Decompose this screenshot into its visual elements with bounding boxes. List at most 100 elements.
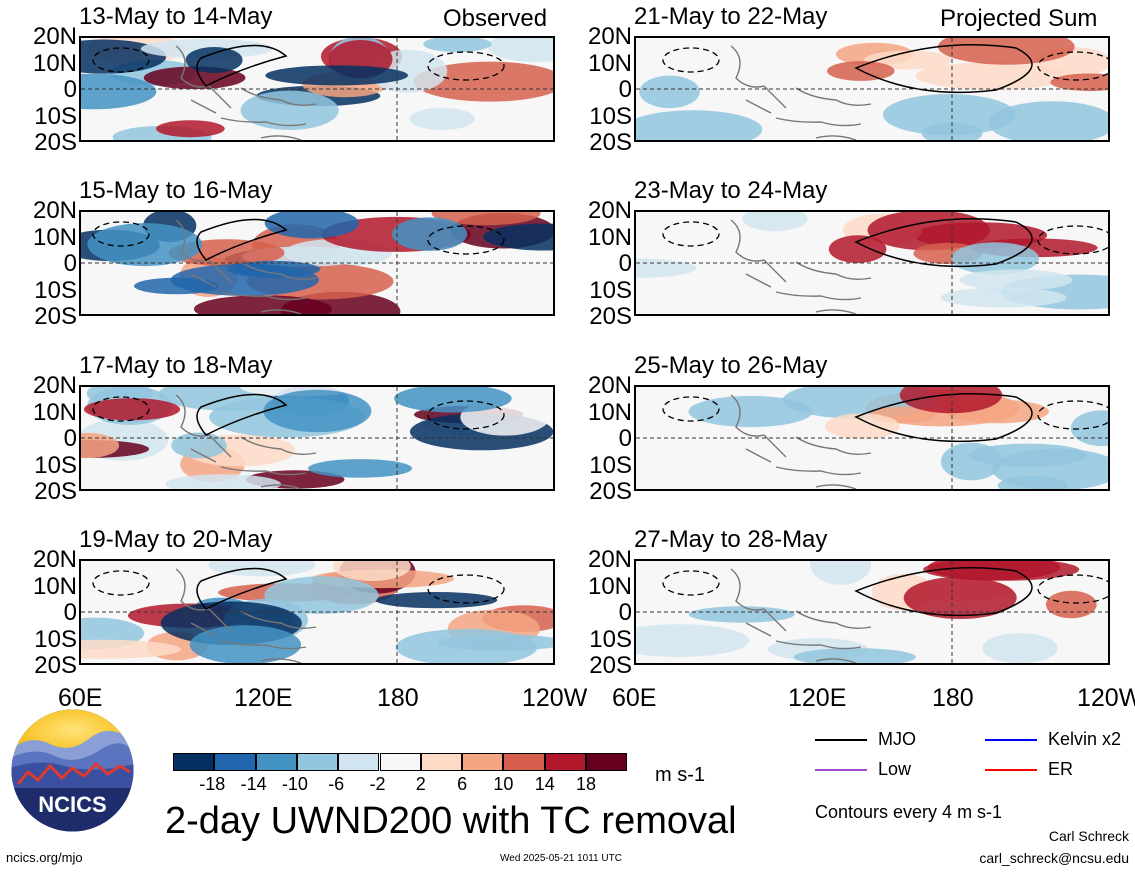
x-tick-label: 180 xyxy=(932,684,974,712)
y-tick-label: 20S xyxy=(589,303,632,330)
y-tick-label: 20S xyxy=(34,303,77,330)
panel-title: 25-May to 26-May xyxy=(634,352,828,379)
wind-anomaly-region xyxy=(882,94,1016,136)
x-tick-label: 120W xyxy=(522,684,588,712)
footer-url[interactable]: ncics.org/mjo xyxy=(6,850,83,865)
coastline xyxy=(175,45,317,140)
y-tick-label: 20N xyxy=(32,23,77,50)
negative-contour xyxy=(662,47,720,73)
wind-anomaly-region xyxy=(375,592,498,609)
wind-anomaly-region xyxy=(1070,410,1108,447)
footer-timestamp: Wed 2025-05-21 1011 UTC xyxy=(500,853,622,864)
map-plot xyxy=(81,38,553,140)
colorbar-label: -18 xyxy=(199,774,226,794)
map-plot xyxy=(636,387,1108,489)
panel-title: 15-May to 16-May xyxy=(79,177,273,204)
negative-contour xyxy=(92,47,150,73)
panel-title: 19-May to 20-May xyxy=(79,526,273,553)
negative-contour xyxy=(92,396,150,422)
wind-anomaly-region xyxy=(483,223,553,251)
colorbar-swatch xyxy=(462,753,504,771)
map-plot xyxy=(81,212,553,314)
map-panel xyxy=(634,559,1110,665)
colorbar-label: -6 xyxy=(328,774,345,794)
wind-anomaly-region xyxy=(81,568,159,605)
x-tick-label: 120E xyxy=(234,684,293,712)
map-panel xyxy=(634,210,1110,316)
wind-anomaly-region xyxy=(825,413,900,440)
negative-contour xyxy=(1037,400,1108,430)
y-tick-label: 20S xyxy=(34,129,77,156)
y-tick-label: 10S xyxy=(34,102,77,130)
mjo-contour xyxy=(854,393,1033,443)
panel-title: 23-May to 24-May xyxy=(634,177,828,204)
y-tick-label: 0 xyxy=(618,250,632,277)
y-tick-label: 10N xyxy=(32,572,77,600)
y-tick-label: 20S xyxy=(589,129,632,156)
negative-contour xyxy=(1037,51,1108,81)
y-tick-label: 10S xyxy=(589,451,632,479)
legend-line-mjo xyxy=(815,739,867,741)
x-tick-label: 60E xyxy=(612,684,657,712)
coastline xyxy=(730,394,872,489)
y-tick-label: 20N xyxy=(587,197,632,224)
colorbar-swatch xyxy=(296,753,339,771)
colorbar-label: 6 xyxy=(457,774,468,794)
y-tick-label: 10N xyxy=(587,398,632,426)
wind-anomaly-region xyxy=(227,260,321,278)
map-plot xyxy=(81,561,553,663)
x-tick-label: 60E xyxy=(58,684,103,712)
colorbar-swatch xyxy=(338,753,380,771)
wind-anomaly-region xyxy=(165,474,281,489)
wind-anomaly-region xyxy=(923,561,1080,581)
y-tick-label: 20S xyxy=(589,478,632,505)
colorbar-swatch xyxy=(544,753,586,771)
x-tick-label: 120E xyxy=(788,684,847,712)
mjo-contour xyxy=(854,567,1033,617)
colorbar-label: -2 xyxy=(369,774,386,794)
colorbar-swatch xyxy=(255,753,297,771)
colorbar-swatch xyxy=(586,753,628,771)
y-tick-label: 20S xyxy=(34,478,77,505)
wind-anomaly-region xyxy=(636,624,750,657)
y-tick-label: 10S xyxy=(34,276,77,304)
panel-title: 21-May to 22-May xyxy=(634,3,828,30)
legend-line-kelvin-x2 xyxy=(985,739,1037,741)
wind-anomaly-region xyxy=(982,633,1058,663)
negative-contour xyxy=(92,570,150,596)
y-tick-label: 10S xyxy=(34,625,77,653)
ncics-logo[interactable]: NCICS xyxy=(10,708,135,833)
negative-contour xyxy=(427,574,505,604)
wind-anomaly-region xyxy=(81,432,120,459)
mjo-contour xyxy=(854,44,1033,94)
contour-note: Contours every 4 m s-1 xyxy=(815,802,1003,822)
colorbar-swatch xyxy=(214,753,256,771)
coastline xyxy=(730,219,872,314)
wind-anomaly-region xyxy=(1045,590,1097,619)
wind-anomaly-region xyxy=(395,628,538,663)
colorbar-swatch xyxy=(503,753,545,771)
y-tick-label: 20N xyxy=(587,372,632,399)
figure-title: 2-day UWND200 with TC removal xyxy=(165,800,737,842)
colorbar-swatch xyxy=(173,753,215,771)
wind-anomaly-region xyxy=(903,576,1017,619)
map-panel xyxy=(79,36,555,142)
legend-label: ER xyxy=(1048,759,1074,779)
negative-contour xyxy=(427,51,505,81)
wind-anomaly-region xyxy=(265,65,409,86)
coastline xyxy=(730,568,872,663)
wind-anomaly-region xyxy=(81,261,133,296)
map-panel xyxy=(79,385,555,491)
coastline xyxy=(175,394,317,489)
wind-anomaly-region xyxy=(83,398,181,421)
map-panel xyxy=(634,36,1110,142)
mjo-contour xyxy=(196,44,288,87)
colorbar-swatch xyxy=(379,753,421,771)
legend-line-er xyxy=(985,769,1037,771)
negative-contour xyxy=(427,400,505,430)
wind-anomaly-region xyxy=(487,38,553,63)
y-tick-label: 0 xyxy=(618,599,632,626)
y-tick-label: 10N xyxy=(32,398,77,426)
colorbar-label: 10 xyxy=(493,774,514,794)
wind-anomaly-region xyxy=(688,606,795,623)
